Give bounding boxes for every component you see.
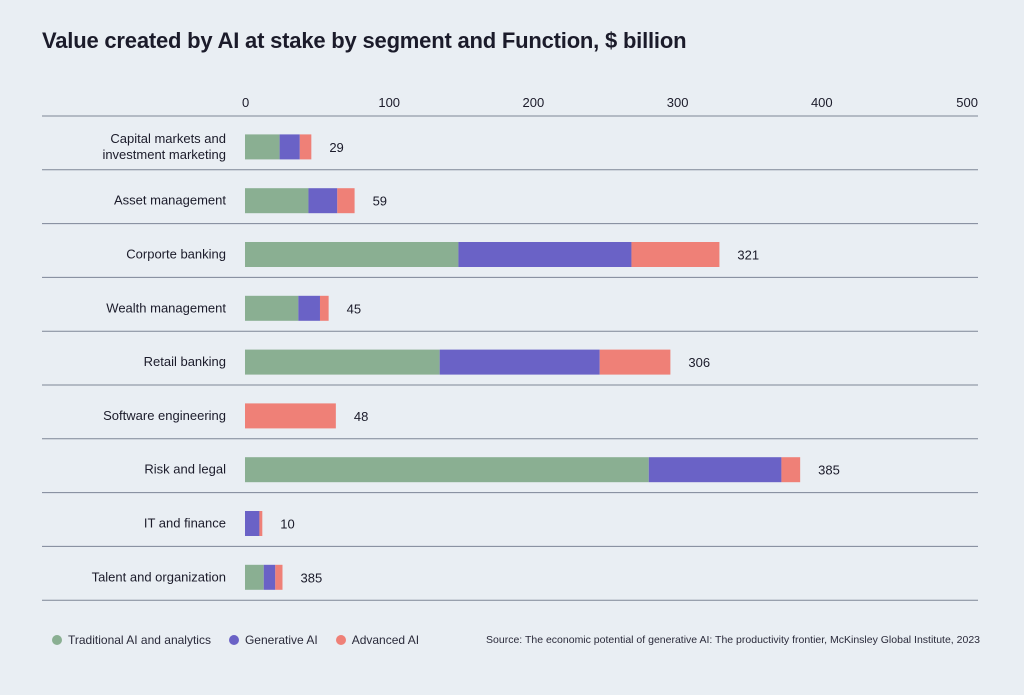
legend-item-generative: Generative AI bbox=[228, 633, 318, 647]
bar-segment bbox=[245, 188, 309, 214]
category-label: investment marketing bbox=[102, 147, 226, 162]
category-label: Retail banking bbox=[144, 354, 226, 369]
bar-segment bbox=[245, 295, 299, 321]
category-label: Software engineering bbox=[103, 408, 226, 423]
total-value-label: 321 bbox=[737, 248, 759, 263]
bar-segment bbox=[648, 457, 782, 483]
bar-segment bbox=[308, 188, 338, 214]
x-tick-label: 400 bbox=[811, 95, 833, 110]
bar-segment bbox=[275, 564, 283, 590]
bar-segment bbox=[439, 349, 600, 375]
category-label: Asset management bbox=[114, 193, 226, 208]
bar-segment bbox=[279, 134, 300, 160]
category-label: Talent and organization bbox=[92, 569, 226, 584]
total-value-label: 385 bbox=[300, 570, 322, 585]
bar-segment bbox=[245, 457, 649, 483]
legend-label-advanced: Advanced AI bbox=[351, 633, 420, 647]
category-label: Capital markets and bbox=[110, 131, 226, 146]
bar-segment bbox=[245, 242, 459, 267]
bar-segment bbox=[631, 242, 720, 267]
chart-title: Value created by AI at stake by segment … bbox=[42, 28, 687, 53]
category-label: Corporte banking bbox=[126, 247, 226, 262]
legend-swatch-advanced bbox=[335, 635, 346, 645]
bar-segment bbox=[299, 134, 312, 160]
bar-segment bbox=[245, 403, 336, 429]
source-note: Source: The economic potential of genera… bbox=[486, 634, 980, 646]
x-tick-label: 500 bbox=[956, 95, 978, 110]
legend-label-generative: Generative AI bbox=[244, 633, 318, 647]
bar-segment bbox=[263, 564, 276, 590]
total-value-label: 306 bbox=[688, 355, 710, 370]
x-tick-label: 300 bbox=[667, 95, 689, 110]
category-label: IT and finance bbox=[144, 516, 226, 531]
legend-item-traditional: Traditional AI and analytics bbox=[52, 633, 211, 647]
bar-segment bbox=[781, 457, 801, 483]
bar-segment bbox=[259, 511, 263, 536]
total-value-label: 48 bbox=[354, 409, 368, 424]
total-value-label: 45 bbox=[347, 301, 361, 316]
x-tick-label: 0 bbox=[242, 95, 249, 110]
bar-segment bbox=[319, 295, 329, 321]
total-value-label: 385 bbox=[818, 463, 840, 478]
total-value-label: 29 bbox=[329, 140, 343, 155]
legend-item-advanced: Advanced AI bbox=[335, 633, 420, 647]
bar-segment bbox=[337, 188, 355, 214]
legend: Traditional AI and analytics Generative … bbox=[52, 633, 419, 647]
x-tick-label: 200 bbox=[523, 95, 545, 110]
category-label: Wealth management bbox=[106, 300, 226, 315]
bar-segment bbox=[245, 134, 280, 160]
x-tick-label: 100 bbox=[378, 95, 400, 110]
total-value-label: 59 bbox=[373, 194, 387, 209]
legend-swatch-traditional bbox=[52, 635, 62, 645]
legend-label-traditional: Traditional AI and analytics bbox=[68, 633, 211, 647]
bar-segment bbox=[245, 564, 264, 590]
bar-segment bbox=[458, 242, 632, 267]
bar-segment bbox=[599, 349, 671, 375]
bar-segment bbox=[245, 349, 440, 375]
bar-segment bbox=[245, 511, 260, 536]
total-value-label: 10 bbox=[280, 517, 294, 532]
legend-swatch-generative bbox=[228, 635, 239, 645]
category-label: Risk and legal bbox=[144, 462, 226, 477]
bar-segment bbox=[298, 295, 320, 321]
